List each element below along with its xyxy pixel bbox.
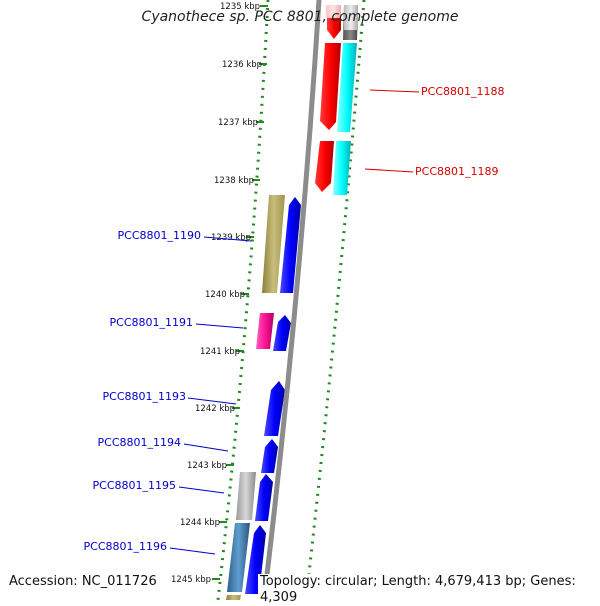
gene-pcc8801-1195-blue [255, 474, 273, 521]
gene-pcc8801-1196-steel [227, 523, 250, 592]
gene-top-pink-fragment [326, 5, 341, 18]
gene-label-leader [364, 168, 414, 173]
gene-bottom-olive-fragment [226, 595, 241, 600]
gene-label[interactable]: PCC8801_1191 [110, 316, 193, 329]
tick-label: 1238 kbp [214, 176, 254, 186]
gene-pcc8801-1188-cyan [337, 43, 357, 132]
gene-label-layer: PCC8801_1188 PCC8801_1189 PCC8801_1190 PCC8… [84, 85, 504, 555]
accession-text: Accession: NC_011726 [7, 574, 159, 590]
gene-pcc8801-1193-blue [264, 381, 285, 436]
gene-pcc8801-1189-red [315, 141, 334, 192]
gene-label-leader [169, 547, 216, 555]
tick-label: 1245 kbp [171, 575, 211, 585]
tick-label: 1243 kbp [187, 461, 227, 471]
gene-pcc8801-1195-gray [236, 472, 256, 520]
tick-label: 1242 kbp [195, 404, 235, 414]
gene-label-leader [369, 89, 420, 93]
genome-summary-text: Topology: circular; Length: 4,679,413 bp… [258, 574, 600, 606]
gene-label-leader [178, 486, 225, 494]
gene-label[interactable]: PCC8801_1190 [118, 229, 201, 242]
map-title: Cyanothece sp. PCC 8801, complete genome [141, 9, 459, 25]
gene-label-leader [195, 323, 244, 329]
tick-label: 1236 kbp [222, 60, 262, 70]
gene-pcc8801-1189-cyan [333, 141, 351, 195]
gene-label[interactable]: PCC8801_1188 [421, 85, 504, 98]
gene-pcc8801-1191-blue [273, 315, 291, 351]
tick-label: 1239 kbp [211, 233, 251, 243]
tick-label: 1240 kbp [205, 290, 245, 300]
gene-label[interactable]: PCC8801_1195 [93, 479, 176, 492]
tick-label: 1241 kbp [200, 347, 240, 357]
genome-backbone [261, 0, 322, 600]
gene-pcc8801-1188-red [320, 43, 341, 130]
gene-label[interactable]: PCC8801_1196 [84, 540, 167, 553]
gene-label-leader [183, 443, 229, 452]
gene-label-leader [187, 397, 237, 405]
tick-label: 1237 kbp [218, 118, 258, 128]
gene-pcc8801-1190-olive [262, 195, 285, 293]
gene-pcc8801-1191-pink [256, 313, 274, 349]
gene-label[interactable]: PCC8801_1193 [103, 390, 186, 403]
gene-label[interactable]: PCC8801_1194 [98, 436, 181, 449]
tick-layer: 1235 kbp 1236 kbp 1237 kbp 1238 kbp 1239 kbp… [171, 2, 268, 585]
gene-top-silver [344, 5, 358, 30]
gene-label-leader [203, 236, 252, 242]
gene-label[interactable]: PCC8801_1189 [415, 165, 498, 178]
gene-pcc8801-1194-blue [261, 439, 278, 473]
tick-label: 1244 kbp [180, 518, 220, 528]
tick-label: 1235 kbp [220, 2, 260, 12]
gene-pcc8801-1190-blue [280, 197, 301, 293]
